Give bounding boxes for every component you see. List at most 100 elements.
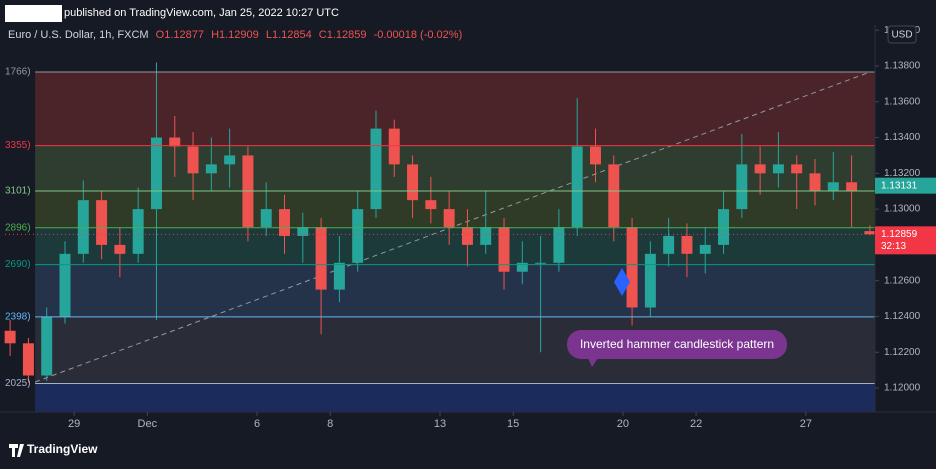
- x-tick-label: 22: [690, 418, 702, 430]
- candle-body: [114, 244, 126, 254]
- candle-body: [535, 262, 547, 264]
- time-axis-labels: 29 Dec 6 8 13 15 20 22 27: [68, 412, 812, 430]
- fib-trend-line: [34, 71, 871, 383]
- fib-zones: [35, 72, 876, 412]
- annotation-bubble: [567, 330, 787, 359]
- candle-body: [59, 253, 71, 317]
- candle-body: [681, 235, 693, 254]
- candle-body: [699, 244, 711, 254]
- fib-level-label: 2896): [5, 222, 31, 233]
- symbol-title: Euro / U.S. Dollar, 1h, FXCM: [8, 29, 149, 41]
- fib-zone: [35, 191, 876, 228]
- candle-body: [461, 226, 473, 245]
- candle-body: [150, 137, 162, 210]
- y-tick-label: 1.13200: [884, 168, 921, 179]
- price-tag: [875, 226, 936, 255]
- y-tick-label: 1.13000: [884, 204, 921, 215]
- price-tag-label: 1.13131: [881, 180, 918, 191]
- candle-body: [352, 209, 364, 263]
- candle-body: [41, 316, 53, 376]
- candle-body: [827, 182, 839, 192]
- candle-body: [205, 164, 217, 174]
- candle-body: [388, 128, 400, 165]
- fib-level-label: 1766): [5, 67, 31, 78]
- fib-level-label: 3355): [5, 140, 31, 151]
- candle-body: [370, 128, 382, 210]
- candle-body: [187, 146, 199, 174]
- candle-body: [96, 200, 108, 245]
- ohlc-open: O1.12877: [156, 29, 204, 41]
- candle-body: [77, 200, 89, 254]
- y-tick-label: 1.12600: [884, 275, 921, 286]
- candle-body: [315, 226, 327, 290]
- currency-label[interactable]: USD: [891, 30, 912, 41]
- fib-zone: [35, 264, 876, 317]
- x-tick-label: 6: [254, 418, 260, 430]
- candle-body: [297, 226, 309, 236]
- candles: [4, 62, 876, 383]
- candle-body: [754, 164, 766, 174]
- candle-body: [809, 173, 821, 192]
- published-text: published on TradingView.com, Jan 25, 20…: [64, 7, 339, 19]
- x-tick-label: 20: [617, 418, 629, 430]
- price-axis: [875, 25, 936, 412]
- ohlc-low: L1.12854: [266, 29, 312, 41]
- ohlc-close: C1.12859: [319, 29, 367, 41]
- y-tick-label: 1.12200: [884, 347, 921, 358]
- candle-body: [4, 330, 16, 344]
- candle-body: [169, 137, 181, 147]
- y-tick-label: 1.12000: [884, 383, 921, 394]
- annotation-tail: [588, 358, 598, 367]
- candle-body: [791, 164, 803, 174]
- annotation-text: Inverted hammer candlestick pattern: [580, 337, 774, 351]
- y-tick-label: 1.13800: [884, 61, 921, 72]
- candle-body: [516, 262, 528, 272]
- candle-body: [663, 235, 675, 254]
- y-tick-label: 1.13400: [884, 132, 921, 143]
- fib-zone: [35, 72, 876, 146]
- candle-body: [718, 209, 730, 245]
- tv-logo-text: TradingView: [27, 442, 98, 456]
- currency-box[interactable]: [887, 25, 917, 44]
- candle-body: [590, 146, 601, 165]
- ohlc-change: -0.00018 (-0.02%): [374, 29, 463, 41]
- x-tick-label: 13: [434, 418, 446, 430]
- candle-body: [736, 164, 748, 210]
- x-tick-label: 15: [507, 418, 519, 430]
- pattern-marker: [614, 268, 630, 296]
- ohlc-high: H1.12909: [211, 29, 259, 41]
- candle-body: [608, 164, 620, 227]
- x-tick-label: 8: [327, 418, 333, 430]
- countdown-label: 32:13: [881, 241, 906, 252]
- candle-body: [626, 226, 638, 308]
- x-tick-label: 27: [800, 418, 812, 430]
- candle-body: [498, 226, 510, 272]
- price-tag-label: 1.12859: [881, 229, 918, 240]
- fib-level-label: 3101): [5, 186, 31, 197]
- candle-body: [224, 155, 236, 165]
- header-bg: [0, 0, 936, 25]
- y-tick-label: 1.13600: [884, 96, 921, 107]
- candle-body: [571, 146, 583, 227]
- candle-body: [864, 231, 876, 235]
- tv-logo-icon: [9, 444, 24, 457]
- symbol-legend: Euro / U.S. Dollar, 1h, FXCM O1.12877 H1…: [8, 29, 462, 41]
- candle-body: [22, 343, 34, 376]
- candle-body: [333, 262, 345, 290]
- candle-body: [644, 253, 656, 308]
- candle-body: [279, 209, 290, 236]
- overlay: 1766) 3355) 3101) 2896) 2690) 2398) 2025): [5, 67, 875, 389]
- candle-body: [846, 182, 858, 192]
- candle-body: [260, 209, 272, 227]
- candle-body: [772, 164, 784, 174]
- y-tick-label: 1.12400: [884, 311, 921, 322]
- candle-body: [480, 226, 492, 245]
- footer-bg: [0, 438, 936, 464]
- candle-body: [407, 164, 419, 201]
- candle-body: [425, 200, 437, 210]
- fib-level-label: 2690): [5, 259, 31, 270]
- fib-level-label: 2025): [5, 378, 31, 389]
- x-tick-label: Dec: [138, 418, 158, 430]
